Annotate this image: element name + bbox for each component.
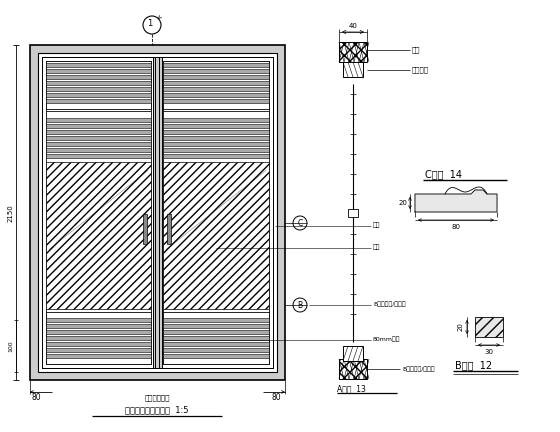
Bar (163, 348, 269, 352)
Bar (163, 330, 269, 334)
Bar (163, 354, 269, 358)
Text: C大样  14: C大样 14 (425, 169, 462, 179)
Text: 水展间及展间门大样  1:5: 水展间及展间门大样 1:5 (125, 406, 189, 414)
Bar (46, 336, 151, 340)
Bar (42, 57, 273, 368)
Bar (163, 336, 269, 340)
Bar (163, 154, 269, 158)
Bar (163, 99, 269, 103)
Bar (46, 63, 151, 67)
Bar (163, 111, 269, 309)
Bar (163, 130, 269, 134)
Text: B厉湆玻璃/双面板: B厉湆玻璃/双面板 (373, 301, 405, 307)
Text: 门洞静宽尺寸: 门洞静宽尺寸 (144, 395, 170, 401)
Bar (46, 142, 151, 146)
Bar (163, 142, 269, 146)
Bar (46, 111, 151, 162)
Bar (46, 93, 151, 97)
Text: 门板: 门板 (373, 245, 380, 250)
Text: 40: 40 (348, 23, 357, 29)
Bar (46, 354, 151, 358)
Bar (163, 75, 269, 79)
Bar (46, 124, 151, 128)
Bar (42, 57, 155, 368)
Bar (46, 61, 151, 364)
Text: 木外底层: 木外底层 (412, 67, 429, 73)
Bar (163, 63, 269, 67)
Bar (339, 42, 367, 62)
Text: 80: 80 (32, 394, 41, 403)
Text: 80: 80 (451, 224, 460, 230)
Text: 20: 20 (458, 323, 464, 331)
Text: 1: 1 (147, 19, 153, 29)
Text: 20: 20 (399, 200, 408, 206)
Bar (46, 148, 151, 152)
Bar (343, 62, 363, 77)
Bar (46, 136, 151, 140)
Bar (46, 87, 151, 91)
Bar (475, 317, 503, 337)
Bar (163, 312, 269, 364)
Bar (46, 61, 151, 109)
Text: 门簧: 门簧 (412, 47, 421, 53)
Bar (339, 359, 367, 379)
Bar (46, 342, 151, 346)
Bar (153, 57, 162, 368)
Bar (46, 312, 151, 364)
Bar (343, 346, 363, 361)
Text: 80mm木樿: 80mm木樿 (373, 336, 400, 342)
Bar (46, 130, 151, 134)
Polygon shape (415, 190, 497, 212)
Text: 2150: 2150 (8, 204, 14, 222)
Bar (167, 214, 171, 244)
Bar (30, 45, 285, 380)
Bar (46, 69, 151, 73)
Bar (163, 124, 269, 128)
Bar (163, 69, 269, 73)
Bar (163, 318, 269, 322)
Bar (46, 118, 151, 122)
Text: 100: 100 (8, 340, 13, 352)
Bar (163, 111, 269, 162)
Text: A大样  13: A大样 13 (337, 384, 366, 394)
Text: 拉手: 拉手 (373, 222, 380, 228)
Bar (46, 99, 151, 103)
Bar (163, 81, 269, 85)
Bar (143, 214, 147, 244)
Text: C: C (297, 219, 302, 228)
Bar (46, 81, 151, 85)
Bar (46, 318, 151, 322)
Bar (46, 324, 151, 328)
Bar (38, 53, 277, 372)
Bar (46, 348, 151, 352)
Bar (163, 118, 269, 122)
Text: 80: 80 (272, 394, 281, 403)
Bar (46, 330, 151, 334)
Text: B厉湆玻璃/双面板: B厉湆玻璃/双面板 (402, 366, 435, 372)
Bar (163, 93, 269, 97)
Bar (163, 87, 269, 91)
Bar (163, 342, 269, 346)
Text: B大样  12: B大样 12 (455, 360, 492, 370)
Text: B: B (297, 301, 302, 309)
Bar (163, 61, 269, 364)
Bar (46, 111, 151, 309)
Bar (46, 154, 151, 158)
Bar (348, 209, 358, 217)
Bar (163, 61, 269, 109)
Bar (159, 57, 273, 368)
Bar (163, 148, 269, 152)
Bar (163, 324, 269, 328)
Text: 30: 30 (484, 349, 493, 355)
Bar (46, 75, 151, 79)
Bar (163, 136, 269, 140)
